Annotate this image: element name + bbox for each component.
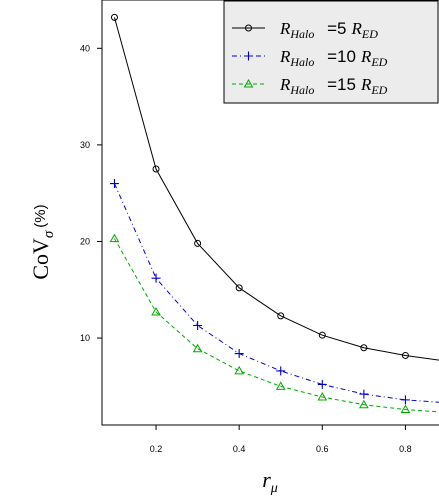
data-point: [277, 312, 285, 320]
legend-label-name-sub: Halo: [289, 55, 314, 69]
series-1: [110, 13, 439, 361]
legend-label-name-main: R: [279, 47, 291, 66]
data-point: [400, 395, 410, 405]
legend-marker: [245, 24, 252, 32]
data-point: [317, 391, 328, 401]
legend-label-name-eq: =15: [322, 75, 356, 94]
data-point: [234, 365, 245, 375]
data-point: [109, 233, 120, 243]
y-tick-label: 40: [80, 43, 90, 53]
y-tick-label: 10: [80, 333, 90, 343]
data-point: [359, 389, 369, 399]
x-axis-title: rμ: [262, 467, 278, 496]
legend-label-name-main: R: [279, 75, 291, 94]
data-point: [360, 344, 368, 352]
x-tick-label: 0.2: [150, 444, 163, 454]
legend-box: [223, 0, 439, 104]
legend-label-name-sub: Halo: [289, 27, 314, 41]
data-point: [234, 349, 244, 359]
data-point: [151, 306, 161, 316]
x-tick-label: 0.8: [399, 444, 412, 454]
data-point: [317, 379, 327, 389]
y-axis-title-main: CoV: [28, 238, 53, 280]
legend-marker: [243, 78, 254, 88]
y-axis-title-unit: (%): [32, 204, 49, 227]
legend-label-name-unit: R: [351, 19, 363, 38]
x-axis: 0.2 0.4 0.6 0.8: [150, 425, 412, 454]
plot-frame: [101, 0, 439, 426]
legend-label-name-main: R: [279, 19, 291, 38]
data-point: [109, 179, 119, 189]
legend-label: RHalo =15 RED: [279, 75, 388, 97]
legend-label-name-eq: =5: [322, 19, 346, 38]
data-point: [401, 351, 409, 359]
legend-label-name-unit-sub: ED: [361, 27, 378, 41]
legend-label-name-unit-sub: ED: [370, 55, 387, 69]
data-point: [276, 366, 286, 376]
legend-label-name-sub: Halo: [289, 83, 314, 97]
series-2: [109, 179, 439, 405]
data-point: [110, 13, 118, 21]
data-point: [235, 284, 243, 292]
data-point: [359, 399, 369, 409]
data-point: [152, 165, 160, 173]
legend-label: RHalo =5 RED: [279, 19, 378, 41]
series-line: [114, 238, 439, 413]
y-axis: 10 20 30 40: [80, 43, 102, 343]
data-point: [194, 239, 202, 247]
data-point: [318, 331, 326, 339]
y-tick-label: 30: [80, 140, 90, 150]
y-tick-label: 20: [80, 236, 90, 246]
legend-label-name-eq: =10: [322, 47, 356, 66]
data-point: [193, 321, 203, 331]
legend-marker: [244, 51, 253, 61]
data-point: [400, 404, 411, 414]
y-axis-title: CoVσ (%): [28, 204, 57, 279]
legend-item: RHalo =5 RED: [232, 19, 378, 41]
series-layer: [109, 13, 439, 414]
legend-item: RHalo =15 RED: [232, 75, 388, 97]
x-axis-title-main: r: [262, 467, 271, 492]
x-tick-label: 0.6: [316, 444, 329, 454]
series-line: [113, 17, 439, 361]
y-axis-title-sub: σ: [41, 230, 57, 238]
legend-label-name-unit: R: [360, 75, 372, 94]
legend-label-name-unit: R: [360, 47, 372, 66]
data-point: [275, 381, 286, 390]
legend-label-name-unit-sub: ED: [370, 83, 387, 97]
series-line: [114, 183, 439, 403]
series-3: [109, 233, 439, 414]
data-point: [151, 273, 161, 283]
x-axis-title-sub: μ: [270, 481, 278, 496]
legend-label: RHalo =10 RED: [279, 47, 388, 69]
x-tick-label: 0.4: [233, 444, 246, 454]
data-point: [192, 343, 203, 353]
legend-item: RHalo =10 RED: [232, 47, 388, 69]
